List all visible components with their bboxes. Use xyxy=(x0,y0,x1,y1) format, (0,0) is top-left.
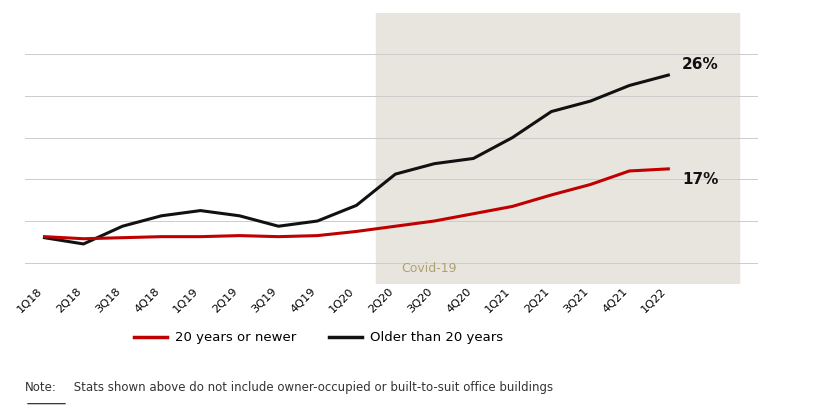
Legend: 20 years or newer, Older than 20 years: 20 years or newer, Older than 20 years xyxy=(128,326,508,349)
Text: Stats shown above do not include owner-occupied or built-to-suit office building: Stats shown above do not include owner-o… xyxy=(71,381,554,394)
Text: Covid-19: Covid-19 xyxy=(402,262,456,275)
Text: Note:: Note: xyxy=(25,381,57,394)
Text: 26%: 26% xyxy=(682,57,719,72)
Text: 17%: 17% xyxy=(682,172,718,187)
Bar xyxy=(376,13,739,284)
